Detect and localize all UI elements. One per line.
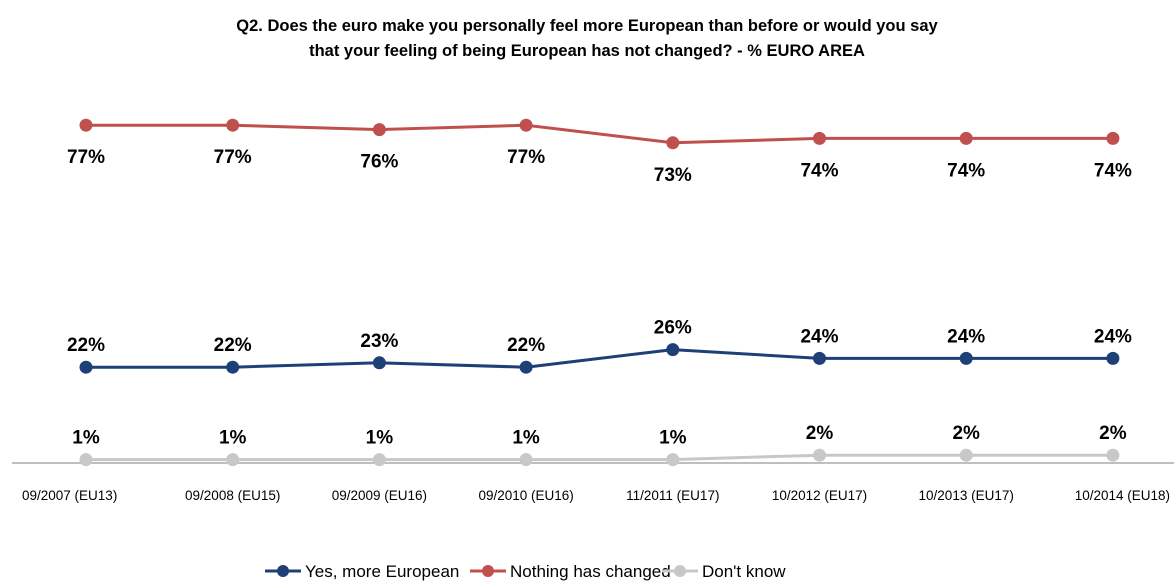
x-tick-label: 11/2011 (EU17) (626, 488, 719, 503)
data-point-yes-more-european (226, 360, 240, 374)
data-point-nothing-has-changed (79, 118, 93, 132)
data-label-don-t-know: 2% (806, 423, 834, 444)
data-point-yes-more-european (519, 360, 533, 374)
series-line-yes-more-european (86, 348, 1113, 369)
data-label-yes-more-european: 23% (360, 331, 398, 352)
data-point-yes-more-european (1106, 351, 1120, 365)
legend-swatch-marker (482, 565, 494, 577)
x-tick-label: 10/2014 (EU18) (1075, 488, 1170, 503)
legend-label: Yes, more European (305, 562, 459, 581)
data-point-nothing-has-changed (666, 136, 680, 150)
data-label-nothing-has-changed: 74% (800, 160, 838, 181)
data-point-nothing-has-changed (813, 131, 826, 145)
data-label-nothing-has-changed: 77% (214, 147, 252, 168)
data-label-yes-more-european: 24% (947, 326, 985, 347)
x-tick-label: 10/2012 (EU17) (772, 488, 867, 503)
x-tick-label: 10/2013 (EU17) (919, 488, 1014, 503)
data-label-yes-more-european: 24% (1094, 326, 1132, 347)
data-label-don-t-know: 2% (1099, 423, 1127, 444)
legend-swatch-marker (277, 565, 289, 577)
chart-title: Q2. Does the euro make you personally fe… (236, 17, 938, 60)
legend-label: Don't know (702, 562, 786, 581)
data-point-nothing-has-changed (1106, 131, 1120, 145)
data-point-nothing-has-changed (226, 118, 240, 132)
x-tick-label: 09/2007 (EU13) (22, 488, 117, 503)
data-label-nothing-has-changed: 74% (1094, 160, 1132, 181)
data-label-don-t-know: 1% (219, 428, 247, 449)
legend-swatch-marker (674, 565, 686, 577)
legend-item-nothing-has-changed: Nothing has changed (470, 562, 671, 581)
data-point-yes-more-european (666, 343, 680, 357)
data-label-don-t-know: 2% (952, 423, 980, 444)
data-label-nothing-has-changed: 77% (507, 147, 545, 168)
data-point-don-t-know (1106, 448, 1120, 462)
data-label-don-t-know: 1% (512, 428, 540, 449)
data-point-nothing-has-changed (519, 118, 533, 132)
x-tick-label: 09/2008 (EU15) (185, 488, 280, 503)
data-label-yes-more-european: 24% (800, 326, 838, 347)
data-point-nothing-has-changed (959, 131, 973, 145)
data-point-yes-more-european (813, 351, 826, 365)
data-label-nothing-has-changed: 74% (947, 160, 985, 181)
legend-label: Nothing has changed (510, 562, 671, 581)
chart-title-line-1: Q2. Does the euro make you personally fe… (236, 17, 938, 35)
data-point-don-t-know (372, 453, 386, 467)
data-point-don-t-know (666, 453, 680, 467)
series-layer: 22% 22% 23% 22%26% 24% 24% 24%77% 77% 76% 77%73% 7… (67, 118, 1132, 467)
data-label-yes-more-european: 26% (654, 318, 692, 339)
data-point-yes-more-european (959, 351, 973, 365)
data-point-yes-more-european (79, 360, 93, 374)
data-point-don-t-know (226, 453, 240, 467)
data-point-don-t-know (79, 453, 93, 467)
data-point-don-t-know (813, 448, 826, 462)
x-tick-label: 09/2009 (EU16) (332, 488, 427, 503)
data-label-yes-more-european: 22% (67, 335, 105, 356)
data-label-nothing-has-changed: 76% (360, 152, 398, 173)
x-tick-label: 09/2010 (EU16) (478, 488, 573, 503)
series-nothing-has-changed: 77% 77% 76% 77% 73% 74% 74% 74% (67, 118, 1132, 186)
x-axis-ticks: 09/2007 (EU13) 09/2008 (EU15) 09/2009 (EU1… (22, 488, 1170, 503)
data-point-yes-more-european (372, 356, 386, 370)
data-label-nothing-has-changed: 77% (67, 147, 105, 168)
data-label-don-t-know: 1% (366, 428, 394, 449)
chart-title-line-2: that your feeling of being European has … (309, 42, 865, 60)
series-line-don-t-know (86, 453, 1113, 462)
legend-item-yes-more-european: Yes, more European (265, 562, 459, 581)
data-point-don-t-know (959, 448, 973, 462)
series-line-nothing-has-changed (86, 123, 1113, 145)
data-label-don-t-know: 1% (659, 428, 687, 449)
data-point-don-t-know (519, 453, 533, 467)
series-don-t-know: 1% 1% 1% 1% 1% 2% 2% 2% (72, 423, 1127, 467)
data-point-nothing-has-changed (372, 123, 386, 137)
legend-item-don-t-know: Don't know (662, 562, 786, 581)
data-label-nothing-has-changed: 73% (654, 165, 692, 186)
series-yes-more-european: 22% 22% 23% 22% 26% 24% 24% 24% (67, 318, 1132, 374)
data-label-don-t-know: 1% (72, 428, 100, 449)
legend: Yes, more European Nothing has changed Don… (265, 562, 786, 581)
data-label-yes-more-european: 22% (507, 335, 545, 356)
data-label-yes-more-european: 22% (214, 335, 252, 356)
